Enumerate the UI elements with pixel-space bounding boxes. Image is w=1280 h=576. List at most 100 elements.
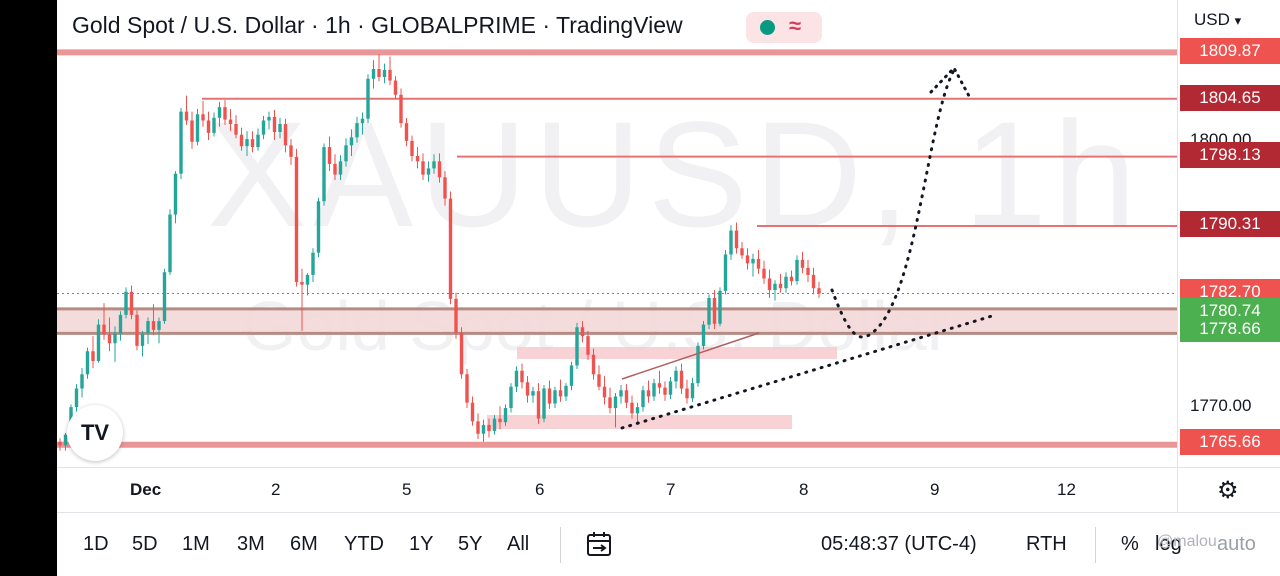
auto-scale-button[interactable]: auto xyxy=(1217,533,1256,555)
candle-body xyxy=(685,388,689,399)
range-button-1m[interactable]: 1M xyxy=(182,533,210,555)
toolbar-separator xyxy=(560,527,561,563)
candle-body xyxy=(624,390,629,403)
candle xyxy=(432,154,436,174)
candle xyxy=(151,304,156,336)
candle xyxy=(784,272,788,293)
candle-body xyxy=(140,333,145,346)
range-button-6m[interactable]: 6M xyxy=(290,533,318,555)
candle-body xyxy=(344,145,348,162)
candle xyxy=(487,418,491,438)
candle xyxy=(96,319,101,363)
candle-body xyxy=(784,276,788,289)
candle xyxy=(349,129,354,156)
candle xyxy=(107,317,112,352)
candle-body xyxy=(206,120,211,133)
candle xyxy=(333,154,337,180)
candle xyxy=(811,267,816,295)
projection-path xyxy=(830,68,956,339)
dotted-trendline xyxy=(620,314,994,430)
candle xyxy=(514,366,519,393)
candle-body xyxy=(723,254,728,291)
candle-body xyxy=(608,397,612,409)
candle xyxy=(630,395,634,419)
currency-selector[interactable]: USD ▾ xyxy=(1194,10,1241,30)
candle-body xyxy=(525,382,530,396)
candle-body xyxy=(657,383,662,388)
candle-body xyxy=(520,370,524,383)
candle xyxy=(509,383,513,413)
chart-app: XAUUSD, 1h Gold Spot / U.S. Dollar Gold … xyxy=(57,0,1280,576)
candle xyxy=(476,413,480,440)
candle-body xyxy=(151,321,156,330)
candle xyxy=(113,326,117,362)
range-button-ytd[interactable]: YTD xyxy=(344,533,384,555)
candle xyxy=(278,117,282,139)
candle-body xyxy=(586,336,590,355)
candle-body xyxy=(470,402,475,422)
candle-body xyxy=(195,114,200,142)
price-chart[interactable] xyxy=(57,0,1280,576)
candle-body xyxy=(646,390,651,397)
candle xyxy=(415,147,420,169)
candle-body xyxy=(503,408,508,423)
candle-body xyxy=(377,69,381,77)
gear-icon[interactable]: ⚙ xyxy=(1217,477,1239,504)
time-axis-label: 12 xyxy=(1057,480,1076,499)
candle-body xyxy=(327,147,332,164)
candle xyxy=(553,386,557,409)
data-delay-icon: ≈ xyxy=(789,13,802,38)
session-button[interactable]: RTH xyxy=(1026,533,1067,555)
range-button-5d[interactable]: 5D xyxy=(132,533,158,555)
candle-body xyxy=(239,134,244,147)
candle xyxy=(608,387,612,414)
candle-body xyxy=(630,402,634,414)
candle xyxy=(289,139,293,165)
candle xyxy=(239,127,244,151)
candle xyxy=(663,381,667,401)
candle-body xyxy=(734,230,739,249)
clock-timezone-button[interactable]: 05:48:37 (UTC-4) xyxy=(821,533,977,555)
bottom-toolbar: 1D 5D 1M 3M 6M YTD 1Y 5Y All 05:48:37 (UTC-4) RT… xyxy=(57,512,1280,576)
candle xyxy=(344,138,348,167)
candle xyxy=(712,289,717,330)
market-status-pill[interactable]: ≈ xyxy=(746,12,822,43)
candle-body xyxy=(613,396,618,409)
candle xyxy=(685,379,689,404)
range-button-1d[interactable]: 1D xyxy=(83,533,109,555)
candle-body xyxy=(371,69,376,79)
tradingview-logo-icon[interactable]: TV xyxy=(67,405,123,461)
candle-body xyxy=(113,333,117,344)
candle-body xyxy=(756,258,761,269)
candle xyxy=(388,56,392,85)
candle-body xyxy=(701,324,706,346)
calendar-range-icon[interactable] xyxy=(585,531,615,559)
percent-scale-button[interactable]: % xyxy=(1121,533,1139,555)
candle-body xyxy=(74,388,79,408)
channel-line xyxy=(621,332,760,380)
candle-body xyxy=(234,124,238,135)
candle xyxy=(267,111,271,130)
range-button-5y[interactable]: 5Y xyxy=(458,533,483,555)
range-button-all[interactable]: All xyxy=(507,533,530,555)
range-button-3m[interactable]: 3M xyxy=(237,533,265,555)
range-button-1y[interactable]: 1Y xyxy=(409,533,434,555)
price-axis-divider xyxy=(1177,0,1178,512)
price-tick: 1770.00 xyxy=(1190,396,1252,415)
candle xyxy=(624,384,629,409)
candle xyxy=(85,347,90,379)
market-open-dot-icon xyxy=(760,20,775,35)
candle-body xyxy=(778,283,783,289)
candle-body xyxy=(509,386,513,409)
candle-body xyxy=(223,107,227,120)
candle xyxy=(283,118,288,153)
candle xyxy=(184,95,189,125)
candle-body xyxy=(333,163,337,175)
candle xyxy=(481,419,486,442)
candle xyxy=(586,330,590,361)
candle-body xyxy=(492,418,497,432)
candle-body xyxy=(542,388,546,419)
log-scale-button[interactable]: log xyxy=(1155,533,1182,555)
candle xyxy=(404,117,409,147)
candle xyxy=(190,111,194,149)
